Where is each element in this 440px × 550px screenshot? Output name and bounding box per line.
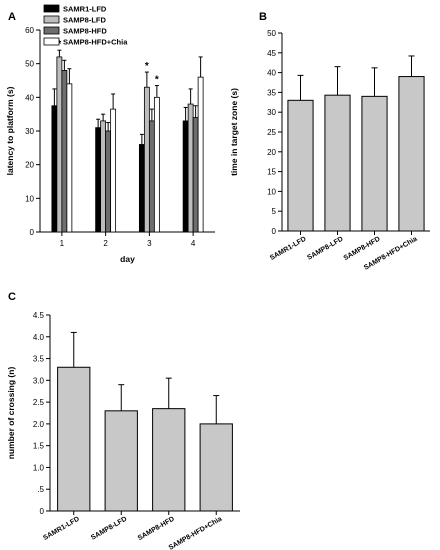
panel-a-significance-star: * bbox=[145, 61, 149, 72]
panel-a-legend-label: SAMP8-HFD+Chia bbox=[63, 38, 128, 47]
panel-b-y-tick-label: 45 bbox=[267, 49, 276, 58]
panel-c-letter: C bbox=[8, 291, 16, 303]
panel-a-bar-samp8-lfd bbox=[143, 86, 150, 233]
panel-a-bar-samr1-lfd bbox=[95, 127, 102, 233]
panel-c-y-tick-label: 3.5 bbox=[33, 355, 45, 364]
panel-a-bar-samp8-hfd bbox=[61, 70, 68, 233]
panel-a-bar-samp8-hfd bbox=[148, 120, 155, 233]
panel-b-y-tick-label: 5 bbox=[272, 207, 277, 216]
panel-a-y-tick-label: 30 bbox=[25, 127, 34, 136]
panel-b-y-tick-label: 15 bbox=[267, 168, 276, 177]
panel-a-x-tick-label: 4 bbox=[191, 239, 196, 248]
panel-a-bar-samp8-hfd bbox=[192, 117, 199, 233]
panel-a-bar-samr1-lfd bbox=[138, 144, 145, 233]
panel-c-y-tick-label: 4.5 bbox=[33, 311, 45, 320]
panel-a-y-tick-label: 10 bbox=[25, 194, 34, 203]
panel-a-bar-samr1-lfd bbox=[182, 120, 189, 233]
panel-a-y-axis-title: latency to platform (s) bbox=[5, 86, 15, 175]
panel-a-bar-samp8-lfd bbox=[100, 120, 107, 233]
panel-b-y-tick-label: 10 bbox=[267, 187, 276, 196]
panel-c-y-tick-label: 1.0 bbox=[33, 463, 45, 472]
panel-c-y-tick-label: 4.0 bbox=[33, 333, 45, 342]
panel-b-y-tick-label: 0 bbox=[272, 227, 277, 236]
panel-a-legend-label: SAMP8-HFD bbox=[63, 27, 107, 36]
panel-a-bar-samp8-hfd-chia bbox=[66, 83, 73, 233]
panel-b-y-tick-label: 35 bbox=[267, 88, 276, 97]
panel-a-y-tick-label: 60 bbox=[25, 26, 34, 35]
panel-a-bar-samp8-lfd bbox=[187, 103, 194, 233]
panel-a-bar-samp8-hfd-chia bbox=[197, 76, 204, 233]
panel-c-x-tick-label: SAMP8-LFD bbox=[90, 516, 128, 542]
panel-c-x-tick-label: SAMP8-HFD bbox=[137, 516, 176, 542]
panel-b-y-tick-label: 30 bbox=[267, 108, 276, 117]
panel-b-x-tick-label: SAMP8-LFD bbox=[306, 236, 344, 262]
panel-a-bar-samp8-hfd-chia bbox=[153, 96, 160, 233]
panel-a-x-axis-title: day bbox=[120, 254, 135, 264]
panel-c-bar-samp8-lfd bbox=[104, 410, 138, 512]
panel-a-legend-swatch-samp8-lfd bbox=[43, 15, 60, 24]
panel-a-legend-label: SAMR1-LFD bbox=[63, 5, 107, 14]
panel-a-bar-samp8-lfd bbox=[56, 56, 63, 233]
panel-a-x-tick-label: 3 bbox=[147, 239, 152, 248]
panel-c-y-tick-label: 2.5 bbox=[33, 398, 45, 407]
panel-a-legend-swatch-samp8-hfd bbox=[43, 26, 60, 35]
panel-b-bar-samp8-lfd bbox=[324, 94, 351, 232]
panel-c-y-tick-label: 0 bbox=[40, 507, 45, 516]
panel-a-significance-star: * bbox=[57, 39, 61, 50]
panel-b-bar-samp8-hfd bbox=[361, 95, 388, 232]
panel-c-y-axis-title: number of crossing (n) bbox=[6, 367, 16, 460]
panel-b-y-tick-label: 50 bbox=[267, 29, 276, 38]
panel-b-bar-samp8-hfd-chia bbox=[398, 76, 425, 232]
panel-a-x-tick-label: 2 bbox=[103, 239, 108, 248]
panel-a-legend-swatch-samr1-lfd bbox=[43, 4, 60, 13]
panel-c-y-tick-label: .5 bbox=[37, 485, 44, 494]
panel-c-x-tick-label: SAMP8-HFD+Chia bbox=[168, 516, 224, 550]
panel-b-letter: B bbox=[259, 11, 267, 23]
panel-b-y-tick-label: 25 bbox=[267, 128, 276, 137]
panel-a-y-tick-label: 40 bbox=[25, 93, 34, 102]
panel-a-bar-samr1-lfd bbox=[51, 105, 58, 233]
panel-a-y-tick-label: 20 bbox=[25, 161, 34, 170]
panel-a-x-tick-label: 1 bbox=[60, 239, 65, 248]
panel-a-bar-samp8-hfd-chia bbox=[110, 108, 117, 233]
panel-c-bar-samp8-hfd bbox=[152, 408, 186, 512]
panel-c-y-tick-label: 3.0 bbox=[33, 376, 45, 385]
panel-a-y-tick-label: 50 bbox=[25, 60, 34, 69]
panel-b-y-tick-label: 20 bbox=[267, 148, 276, 157]
panel-c-bar-samp8-hfd-chia bbox=[199, 423, 233, 512]
panel-a-legend-label: SAMP8-LFD bbox=[63, 16, 107, 25]
panel-a-bar-samp8-hfd bbox=[105, 130, 112, 233]
panel-a-y-tick-label: 0 bbox=[30, 228, 35, 237]
panel-a-legend-swatch-samp8-hfd-chia bbox=[43, 37, 60, 46]
panel-b-x-tick-label: SAMR1-LFD bbox=[269, 236, 308, 262]
panel-c-x-tick-label: SAMR1-LFD bbox=[42, 516, 81, 542]
panel-c-y-tick-label: 2.0 bbox=[33, 420, 45, 429]
panel-c-bar-samr1-lfd bbox=[57, 366, 91, 512]
panel-c-y-tick-label: 1.5 bbox=[33, 442, 45, 451]
panel-a-letter: A bbox=[8, 11, 16, 23]
panel-b-bar-samr1-lfd bbox=[287, 99, 314, 232]
panel-b-y-axis-title: time in target zone (s) bbox=[229, 88, 239, 176]
panel-a-significance-star: * bbox=[155, 75, 159, 86]
panel-b-y-tick-label: 40 bbox=[267, 69, 276, 78]
